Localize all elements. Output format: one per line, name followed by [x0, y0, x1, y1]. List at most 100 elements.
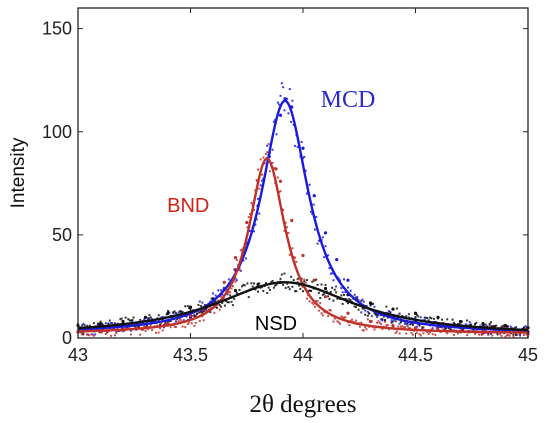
- data-point: [323, 286, 328, 291]
- noise-dot: [136, 325, 139, 328]
- noise-dot: [145, 324, 148, 327]
- noise-dot: [478, 333, 481, 336]
- noise-dot: [132, 316, 135, 319]
- noise-dot: [288, 288, 291, 291]
- noise-dot: [219, 295, 222, 298]
- noise-dot: [223, 304, 226, 307]
- tick-labels: 43 43.5 44 44.5 45 0 50 100 150: [42, 19, 538, 365]
- noise-dot: [323, 256, 326, 259]
- noise-dot: [94, 333, 97, 336]
- noise-dot: [115, 332, 118, 335]
- noise-dot: [204, 309, 207, 312]
- noise-dot: [482, 332, 484, 335]
- noise-dot: [86, 324, 89, 327]
- noise-dot: [172, 311, 175, 314]
- noise-dot: [403, 322, 406, 325]
- noise-dot: [343, 278, 346, 281]
- noise-dot: [229, 294, 232, 297]
- noise-dot: [343, 293, 346, 296]
- noise-dot: [202, 310, 205, 313]
- noise-dot: [474, 332, 477, 335]
- noise-dot: [324, 283, 327, 286]
- noise-dot: [99, 320, 102, 323]
- noise-dot: [231, 304, 234, 307]
- noise-dot: [307, 290, 310, 293]
- noise-dot: [380, 323, 383, 326]
- noise-dot: [229, 291, 232, 294]
- noise-dot: [410, 331, 413, 334]
- noise-dot: [304, 281, 307, 284]
- noise-dot: [253, 208, 256, 211]
- noise-dot: [219, 305, 222, 308]
- noise-dot: [437, 326, 439, 329]
- noise-dot: [483, 329, 486, 332]
- noise-dot: [286, 226, 289, 229]
- noise-dot: [296, 280, 299, 283]
- noise-dot: [241, 285, 244, 288]
- noise-dot: [238, 289, 241, 292]
- noise-dot: [386, 324, 389, 327]
- noise-dot: [512, 333, 515, 336]
- noise-dot: [169, 320, 172, 323]
- noise-dot: [305, 192, 308, 195]
- noise-dot: [443, 326, 446, 329]
- data-point: [283, 97, 287, 101]
- noise-dot: [201, 301, 204, 304]
- noise-dot: [513, 327, 516, 330]
- noise-dot: [295, 260, 298, 263]
- series-label-nsd: NSD: [255, 313, 297, 335]
- noise-dot: [299, 287, 302, 290]
- noise-dot: [276, 101, 279, 104]
- noise-dot: [188, 321, 191, 324]
- data-point: [391, 307, 395, 311]
- noise-dot: [262, 156, 265, 159]
- noise-dot: [178, 310, 181, 313]
- noise-dot: [283, 109, 286, 112]
- noise-dot: [120, 317, 123, 320]
- noise-dot: [333, 317, 336, 320]
- noise-dot: [264, 152, 267, 155]
- noise-dot: [291, 247, 294, 250]
- noise-dot: [259, 184, 262, 187]
- x-tick-label: 43.5: [173, 345, 208, 365]
- noise-dot: [300, 277, 303, 280]
- noise-dot: [370, 315, 373, 318]
- noise-dot: [487, 333, 490, 336]
- noise-dot: [357, 308, 360, 311]
- noise-dot: [233, 268, 236, 271]
- noise-dot: [266, 151, 269, 154]
- noise-dot: [406, 322, 409, 325]
- noise-dot: [305, 279, 308, 282]
- noise-dot: [242, 259, 245, 262]
- noise-dot: [267, 143, 270, 146]
- noise-dot: [503, 326, 506, 329]
- noise-dot: [489, 325, 492, 328]
- noise-dot: [403, 326, 406, 329]
- noise-dot: [496, 333, 499, 336]
- noise-dot: [214, 294, 217, 297]
- noise-dot: [320, 283, 323, 286]
- data-point: [323, 231, 328, 235]
- noise-dot: [362, 329, 365, 332]
- noise-dot: [149, 323, 152, 326]
- noise-dot: [184, 326, 187, 329]
- noise-dot: [257, 168, 259, 171]
- noise-dot: [373, 328, 376, 331]
- noise-dot: [137, 325, 140, 328]
- noise-dot: [294, 290, 297, 293]
- data-point: [222, 280, 226, 284]
- x-tick-label: 45: [518, 345, 538, 365]
- noise-dot: [177, 320, 180, 323]
- noise-dot: [258, 187, 261, 190]
- data-point: [290, 218, 294, 223]
- noise-dot: [247, 216, 250, 219]
- noise-dot: [328, 309, 331, 312]
- noise-dot: [368, 312, 371, 315]
- noise-dot: [419, 334, 422, 337]
- noise-dot: [288, 253, 291, 256]
- noise-dot: [385, 305, 388, 308]
- noise-dot: [381, 327, 384, 330]
- noise-dot: [257, 290, 259, 293]
- noise-dot: [209, 311, 212, 314]
- noise-dot: [227, 301, 230, 304]
